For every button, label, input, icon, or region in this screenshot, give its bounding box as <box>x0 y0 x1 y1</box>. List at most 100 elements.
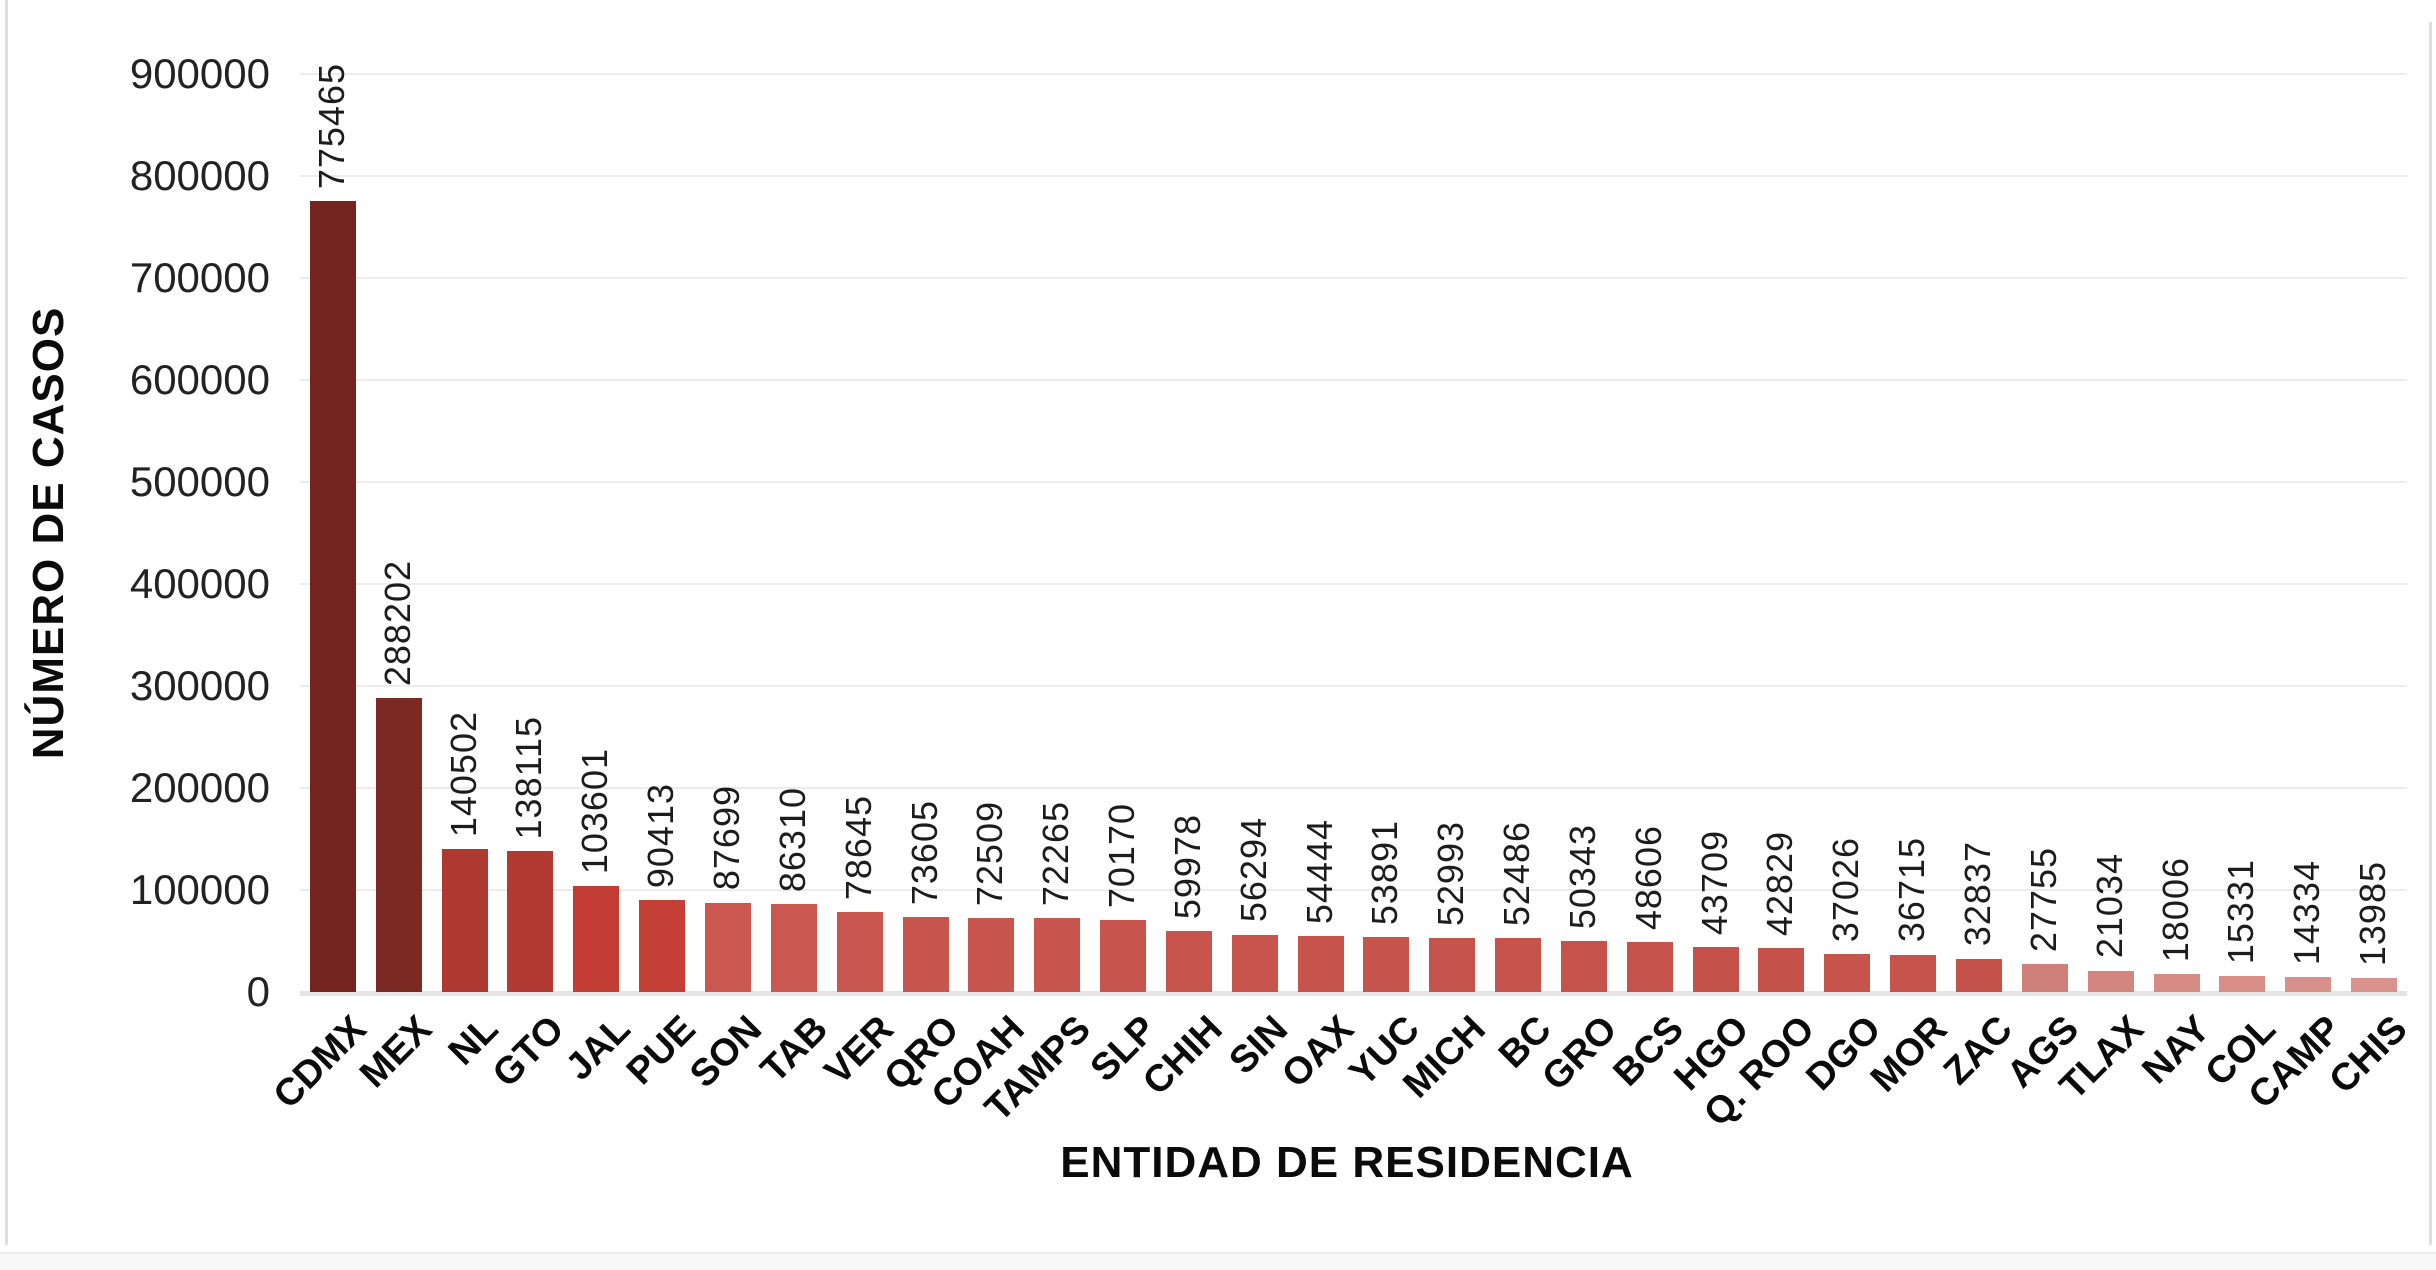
bar <box>770 903 817 992</box>
left-frame-line <box>5 0 8 1245</box>
value-label: 53891 <box>1364 819 1406 926</box>
value-label: 90413 <box>640 782 682 888</box>
bar <box>441 848 488 992</box>
gridline <box>300 787 2407 789</box>
x-tick-label: CHIS <box>2321 1008 2416 1102</box>
x-tick-label: DGO <box>1798 1008 1890 1099</box>
value-label: 78645 <box>837 794 879 900</box>
value-label: 37026 <box>1825 837 1867 943</box>
value-label: 52993 <box>1430 820 1472 926</box>
bar <box>2219 976 2266 992</box>
value-label: 138115 <box>508 715 550 840</box>
x-tick-label: TAB <box>752 1008 836 1091</box>
bar <box>1165 930 1212 992</box>
y-tick-label: 800000 <box>129 152 270 199</box>
value-label: 13985 <box>2352 860 2394 966</box>
bottom-frame-strip <box>0 1252 2436 1270</box>
value-label: 775465 <box>310 62 352 190</box>
value-label: 36715 <box>1891 837 1933 943</box>
value-label: 56294 <box>1232 817 1274 923</box>
value-label: 21034 <box>2088 853 2130 959</box>
bar <box>1100 920 1147 992</box>
y-tick-label: 900000 <box>129 50 270 97</box>
x-tick-label: ZAC <box>1935 1008 2021 1093</box>
value-label: 15331 <box>2220 859 2262 965</box>
gridline <box>300 481 2407 483</box>
x-axis-baseline <box>300 991 2407 996</box>
value-label: 43709 <box>1693 830 1735 936</box>
value-label: 27755 <box>2022 846 2064 952</box>
value-label: 103601 <box>574 748 616 875</box>
x-tick-label: JAL <box>557 1008 638 1089</box>
bar <box>2087 970 2134 992</box>
x-tick-label: MOR <box>1862 1008 1955 1101</box>
y-tick-label: 600000 <box>129 356 270 403</box>
bar <box>1034 918 1081 992</box>
value-label: 59978 <box>1166 813 1208 919</box>
bar <box>375 698 422 992</box>
y-tick-label: 300000 <box>129 662 270 709</box>
bar <box>1626 942 1673 992</box>
x-tick-label: NAY <box>2134 1008 2219 1092</box>
bar <box>704 902 751 992</box>
bar <box>639 899 686 992</box>
gridline <box>300 277 2407 279</box>
value-label: 72509 <box>969 800 1011 907</box>
bar <box>836 911 883 992</box>
value-label: 87699 <box>705 785 747 891</box>
value-label: 288202 <box>376 559 418 687</box>
value-label: 42829 <box>1759 831 1801 937</box>
bar <box>1495 938 1542 992</box>
bar <box>1890 954 1937 992</box>
right-frame-line <box>2429 22 2432 1245</box>
x-axis-title: ENTIDAD DE RESIDENCIA <box>1060 1138 1634 1187</box>
bar <box>1297 936 1344 992</box>
value-label: 50343 <box>1561 823 1603 929</box>
bar <box>2153 973 2200 992</box>
y-tick-label: 0 <box>246 968 270 1015</box>
x-tick-label: SON <box>681 1008 770 1096</box>
gridline <box>300 379 2407 381</box>
gridline <box>300 685 2407 687</box>
gridline <box>300 889 2407 891</box>
y-tick-label: 700000 <box>129 254 270 301</box>
bar <box>1363 937 1410 992</box>
bar <box>507 851 554 992</box>
value-label: 72265 <box>1035 801 1077 907</box>
bar <box>2351 977 2398 992</box>
bar <box>573 886 620 992</box>
y-tick-label: 200000 <box>129 764 270 811</box>
bar <box>2021 963 2068 992</box>
value-label: 48606 <box>1627 825 1669 931</box>
x-tick-label: GRO <box>1534 1008 1626 1099</box>
y-tick-label: 400000 <box>129 560 270 607</box>
x-tick-label: PUE <box>618 1008 704 1093</box>
bar <box>1758 948 1805 992</box>
bar <box>2285 977 2332 992</box>
bar <box>1231 934 1278 992</box>
bar <box>1824 954 1871 992</box>
bar <box>309 201 356 992</box>
bar <box>968 918 1015 992</box>
bar <box>1560 940 1607 992</box>
gridline <box>300 175 2407 177</box>
value-label: 140502 <box>442 710 484 837</box>
x-tick-label: MEX <box>352 1008 441 1096</box>
bar <box>1956 958 2003 992</box>
value-label: 86310 <box>771 786 813 892</box>
value-label: 18006 <box>2154 856 2196 962</box>
value-label: 32837 <box>1957 841 1999 947</box>
value-label: 54444 <box>1298 819 1340 925</box>
x-tick-label: GTO <box>484 1008 573 1096</box>
value-label: 52486 <box>1496 821 1538 927</box>
x-tick-label: OAX <box>1274 1008 1363 1096</box>
value-label: 73605 <box>903 799 945 905</box>
value-label: 70170 <box>1101 803 1143 909</box>
gridline <box>300 73 2407 75</box>
bar <box>1429 937 1476 992</box>
bar <box>902 916 949 992</box>
value-label: 14334 <box>2286 860 2328 966</box>
plot-area: 775465 288202 140502 138115 103601 90413 87699… <box>300 63 2407 996</box>
y-tick-label: 500000 <box>129 458 270 505</box>
